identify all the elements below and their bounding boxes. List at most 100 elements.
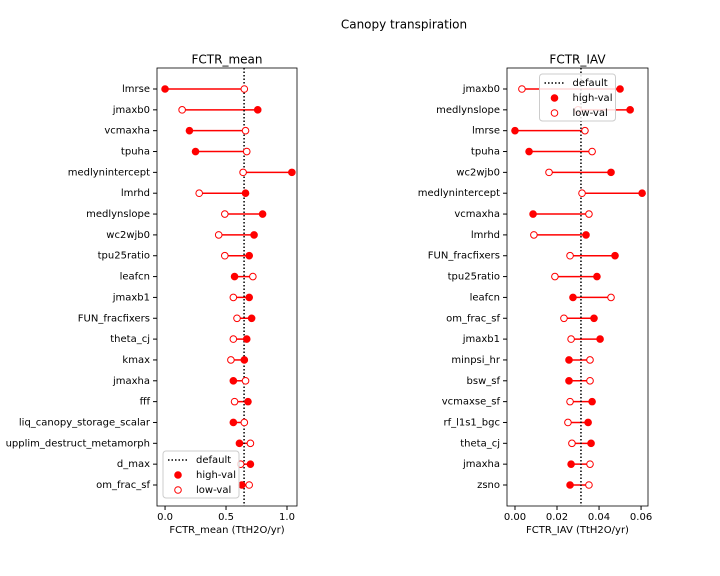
point <box>241 189 250 198</box>
point <box>239 168 247 177</box>
point <box>588 397 596 406</box>
point <box>578 189 586 198</box>
y-tick-label: vcmaxse_sf <box>442 397 501 408</box>
point <box>566 251 574 260</box>
point <box>560 314 568 323</box>
point <box>607 293 615 302</box>
legend-frame <box>539 73 616 122</box>
point <box>245 293 253 302</box>
point <box>588 147 596 156</box>
point <box>240 356 249 364</box>
point <box>616 85 624 93</box>
y-tick-label: lmrse <box>122 84 150 95</box>
y-tick-label: medlynslope <box>436 105 500 116</box>
y-tick-label: tpu25ratio <box>448 272 500 283</box>
y-tick-label: FUN_fracfixers <box>428 251 500 262</box>
point <box>245 251 253 260</box>
y-tick-label: theta_cj <box>460 438 500 449</box>
y-tick-label: om_frac_sf <box>96 480 150 491</box>
y-tick-label: liq_canopy_storage_scalar <box>19 417 151 428</box>
y-tick-label: lmrhd <box>121 188 150 199</box>
y-tick-label: medlynintercept <box>418 188 500 199</box>
point <box>221 210 229 218</box>
y-tick-label: upplim_destruct_metamorph <box>6 438 150 449</box>
y-tick-label: tpuha <box>121 147 150 158</box>
figure-title: Canopy transpiration <box>341 18 467 32</box>
point <box>587 439 595 448</box>
point <box>518 85 526 93</box>
point <box>229 418 238 427</box>
point <box>249 272 257 281</box>
x-tick-label: 0.04 <box>588 512 610 523</box>
point <box>246 460 255 468</box>
y-tick-label: tpuha <box>471 147 500 158</box>
point <box>240 418 249 427</box>
point <box>581 126 589 135</box>
y-tick-label: medlynintercept <box>68 167 150 178</box>
y-tick-label: bsw_sf <box>467 376 501 387</box>
point <box>242 147 251 156</box>
point <box>244 397 252 406</box>
point <box>245 481 253 489</box>
y-tick-label: d_max <box>117 459 150 470</box>
point <box>568 439 576 448</box>
x-tick-label: 0.5 <box>218 512 234 523</box>
point <box>596 335 604 343</box>
y-tick-label: leafcn <box>120 272 150 283</box>
legend-label: default <box>196 455 231 466</box>
point <box>246 439 255 448</box>
x-tick-label: 1.0 <box>279 512 295 523</box>
point <box>585 210 593 218</box>
y-tick-label: jmaxb0 <box>112 105 150 116</box>
point <box>241 376 250 385</box>
point <box>586 376 594 385</box>
point <box>582 231 590 239</box>
point <box>590 314 598 323</box>
legend-label: low-val <box>573 108 608 119</box>
x-tick-label: 0.00 <box>504 512 526 523</box>
legend: default high-val low-val <box>539 73 616 122</box>
point <box>250 231 258 239</box>
legend-label: high-val <box>196 470 236 481</box>
y-tick-label: jmaxha <box>462 459 500 470</box>
y-tick-label: fff <box>140 397 151 408</box>
y-tick-label: FUN_fracfixers <box>78 313 150 324</box>
point <box>529 210 537 218</box>
x-axis-label: FCTR_mean (TtH2O/yr) <box>169 525 284 536</box>
legend-swatch <box>174 471 182 479</box>
point <box>566 397 574 406</box>
plot-frame <box>156 67 298 507</box>
point <box>586 460 594 468</box>
y-tick-label: wc2wjb0 <box>106 230 150 241</box>
y-tick-label: jmaxb1 <box>112 292 150 303</box>
point <box>586 356 594 364</box>
y-tick-label: jmaxb1 <box>462 334 500 345</box>
x-axis-label: FCTR_IAV (TtH2O/yr) <box>526 525 629 536</box>
plot-frame <box>506 67 649 507</box>
x-tick-label: 0.02 <box>546 512 568 523</box>
point <box>551 272 559 281</box>
legend-swatch <box>174 486 182 494</box>
point <box>230 397 239 406</box>
point <box>233 314 241 323</box>
point <box>227 356 235 364</box>
point <box>221 251 229 260</box>
point <box>565 376 573 385</box>
point <box>564 418 572 427</box>
legend-swatch <box>550 109 559 117</box>
y-tick-label: vcmaxha <box>104 126 150 137</box>
point <box>545 168 553 177</box>
point <box>235 439 244 448</box>
y-tick-label: minpsi_hr <box>451 355 501 366</box>
point <box>593 272 601 281</box>
x-tick-label: 0.06 <box>630 512 652 523</box>
y-tick-label: wc2wjb0 <box>456 167 500 178</box>
y-tick-label: leafcn <box>470 292 500 303</box>
point <box>611 251 619 260</box>
point <box>258 210 267 218</box>
point <box>242 335 251 343</box>
point <box>230 272 239 281</box>
point <box>569 293 577 302</box>
point <box>530 231 538 239</box>
